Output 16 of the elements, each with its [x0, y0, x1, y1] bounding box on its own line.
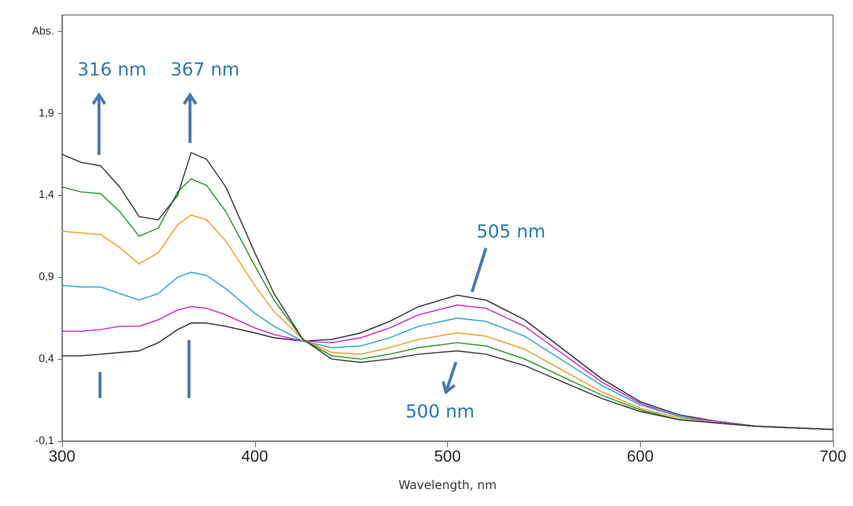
- annotation: 500 nm: [405, 402, 475, 422]
- y-tick-label: -0,1: [35, 435, 54, 447]
- x-tick-label: 700: [820, 448, 846, 466]
- annotation: 367 nm: [170, 60, 240, 80]
- x-tick-label: 600: [626, 448, 654, 466]
- y-tick-label: 0,9: [38, 271, 54, 284]
- y-tick-label: Abs.: [32, 25, 54, 38]
- x-tick-label: 400: [241, 448, 268, 466]
- y-tick-label: 0,4: [38, 353, 54, 366]
- x-tick-label: 300: [48, 448, 76, 466]
- y-tick-label: 1,4: [38, 189, 54, 202]
- annotation: 316 nm: [77, 60, 147, 80]
- x-axis-title: Wavelength, nm: [398, 478, 497, 492]
- annotation: 505 nm: [476, 222, 546, 242]
- x-tick-label: 500: [434, 448, 461, 466]
- y-tick-label: 1,9: [38, 107, 54, 120]
